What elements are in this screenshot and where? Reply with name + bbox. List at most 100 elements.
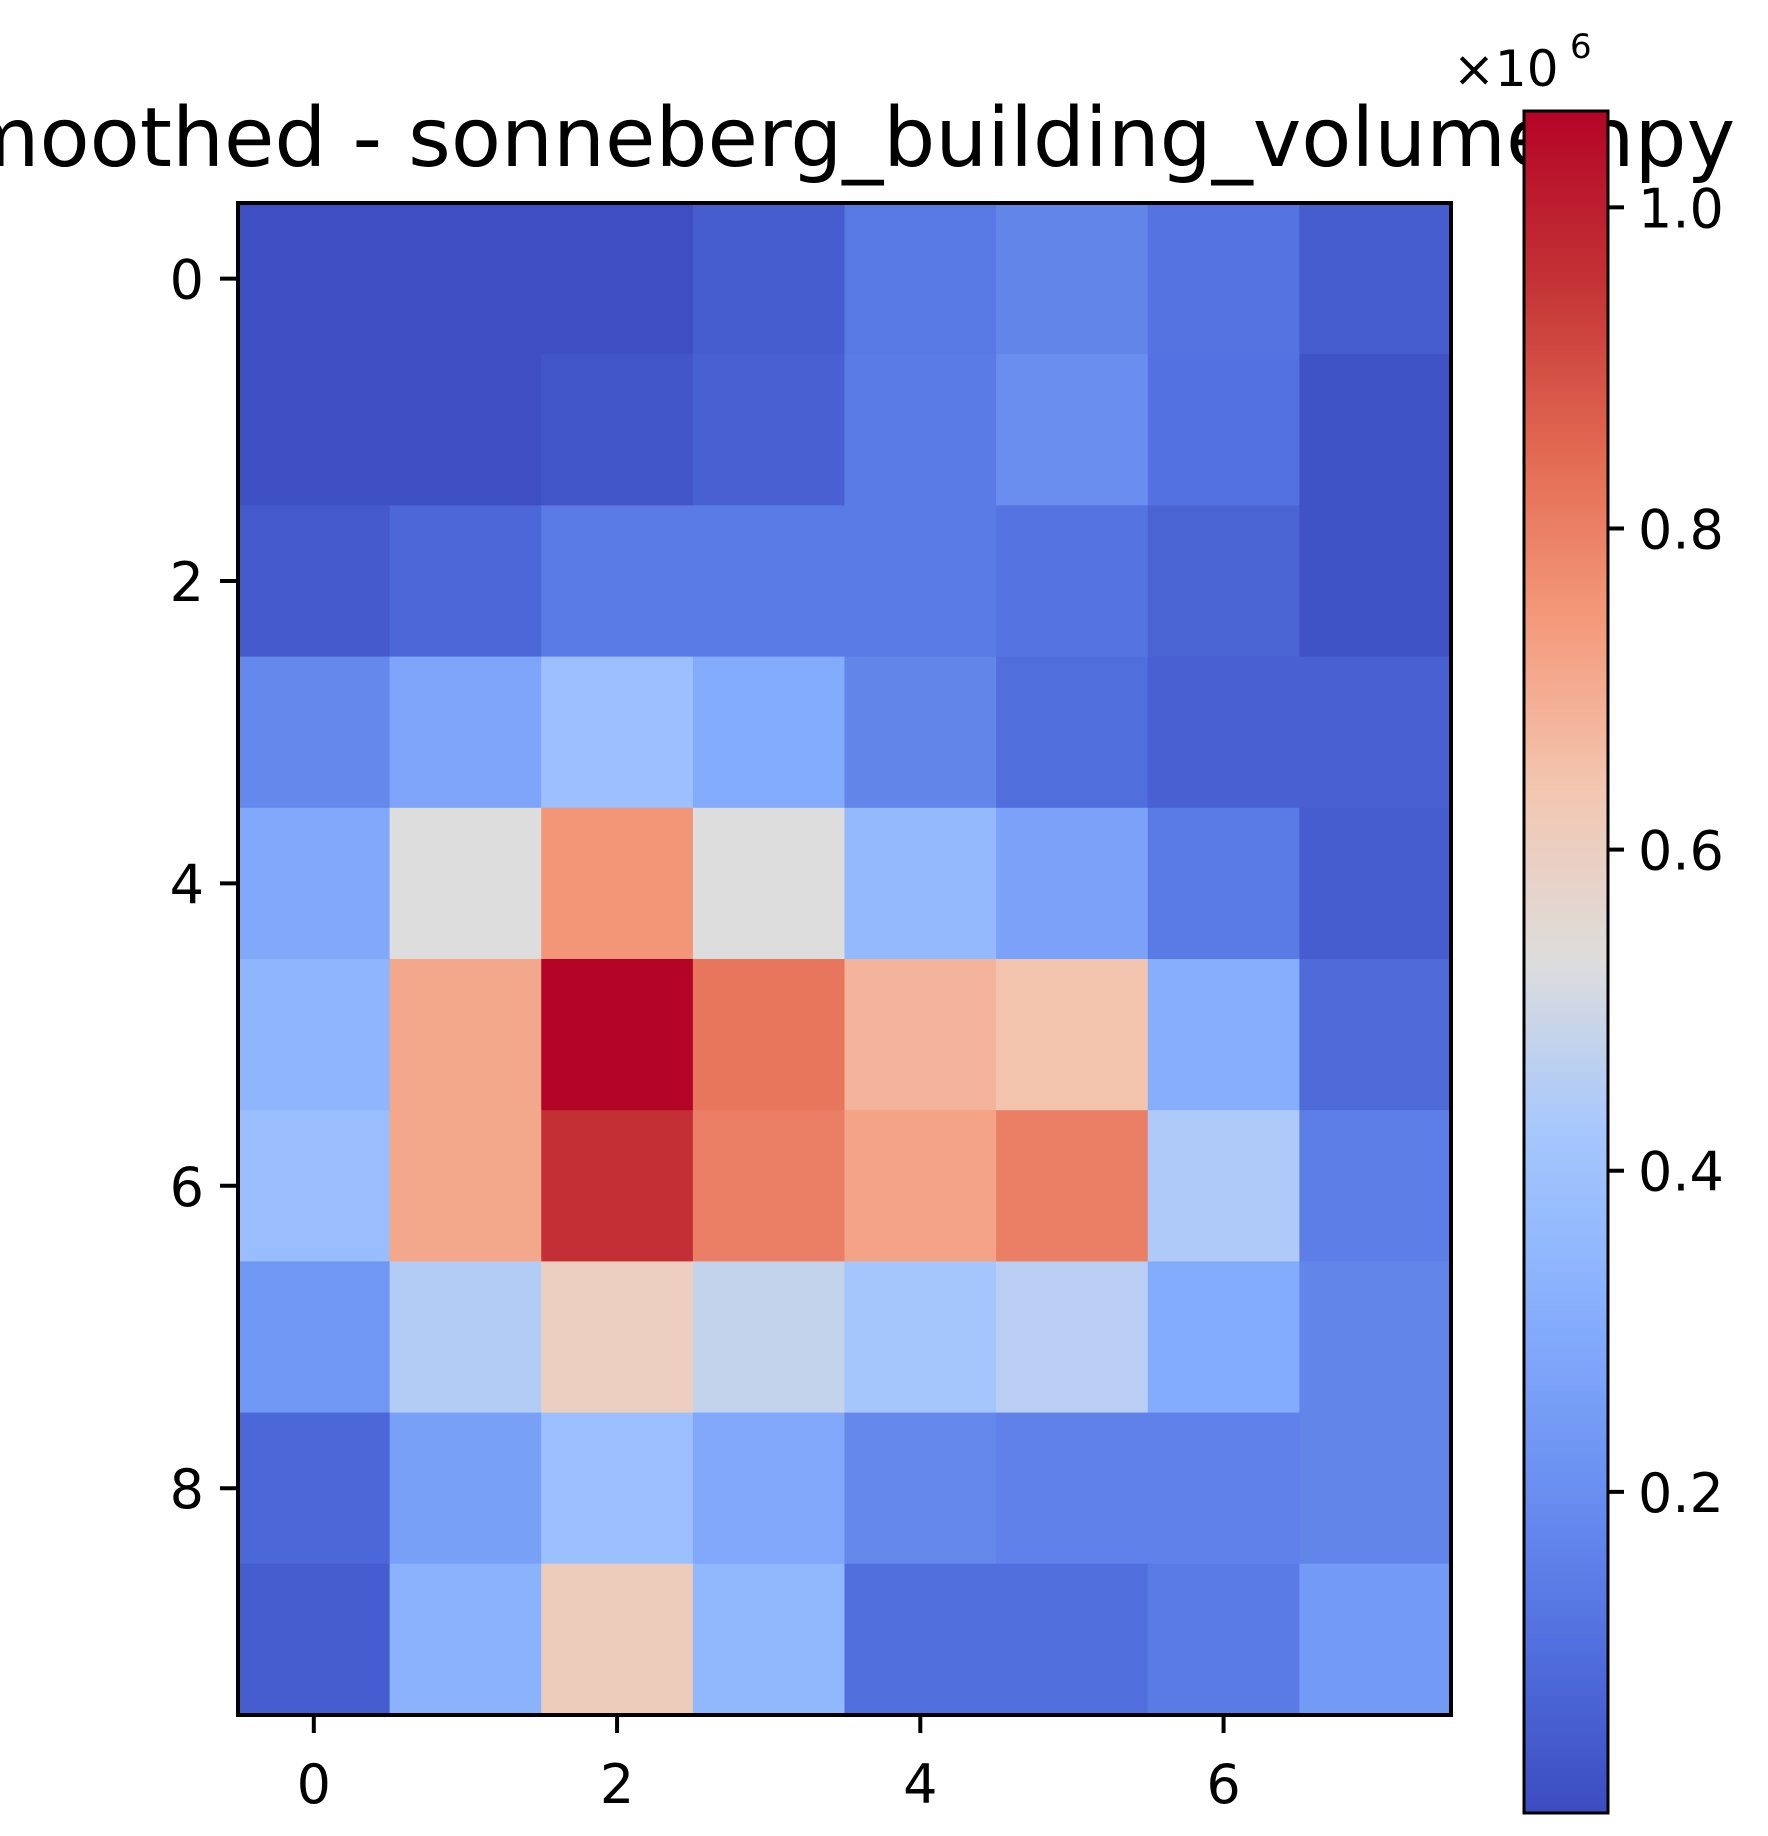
heatmap-cell-r1-c7 [1299,354,1452,506]
heatmap-cell-r1-c6 [1147,354,1300,506]
x-tick-label: 0 [297,1753,331,1816]
heatmap-cell-r2-c2 [541,505,694,658]
heatmap-cell-r6-c7 [1299,1110,1452,1262]
heatmap-cell-r1-c4 [844,354,997,506]
x-axis: 0 2 4 6 [297,1715,1241,1816]
heatmap-cell-r5-c7 [1299,959,1452,1111]
plot-frame [236,201,1453,1717]
heatmap-cell-r4-c5 [996,807,1149,960]
heatmap-cell-r5-c4 [844,959,997,1111]
heatmap-cell-r8-c6 [1147,1412,1300,1565]
heatmap-cell-r4-c2 [541,807,694,960]
heatmap-cell-r8-c3 [692,1412,846,1565]
colorbar-multiplier: ×10 [1453,40,1559,98]
heatmap-cell-r7-c1 [389,1261,542,1414]
heatmap-cell-r9-c3 [692,1563,846,1716]
heatmap-cell-r0-c3 [692,203,846,355]
heatmap-cell-r8-c7 [1299,1412,1452,1565]
heatmap-cell-r7-c3 [692,1261,846,1414]
heatmap-cell-r9-c2 [541,1563,694,1716]
colorbar-tick-label: 0.2 [1638,1462,1724,1525]
heatmap-cell-r9-c1 [389,1563,542,1716]
colorbar-rect [1522,109,1610,1815]
heatmap-cell-r4-c4 [844,807,997,960]
y-tick-label: 8 [170,1458,204,1521]
x-tick-label: 4 [903,1753,937,1816]
heatmap-cell-r0-c5 [996,203,1149,355]
heatmap-cell-r5-c0 [238,959,391,1111]
heatmap-cell-r9-c6 [1147,1563,1300,1716]
y-tick-label: 0 [170,249,204,312]
heatmap-cell-r3-c7 [1299,656,1452,809]
heatmap-cell-r7-c4 [844,1261,997,1414]
colorbar-axis: 0.2 0.4 0.6 0.8 1.0 [1608,177,1724,1525]
heatmap-cell-r1-c0 [238,354,391,506]
heatmap-cell-r0-c4 [844,203,997,355]
y-tick-label: 2 [170,551,204,614]
heatmap-cell-r7-c2 [541,1261,694,1414]
heatmap-cell-r6-c1 [389,1110,542,1262]
y-tick-label: 4 [170,853,204,916]
x-tick-label: 2 [600,1753,634,1816]
heatmap-cell-r1-c5 [996,354,1149,506]
heatmap-cell-r9-c4 [844,1563,997,1716]
heatmap-cell-r0-c6 [1147,203,1300,355]
heatmap-cell-r2-c4 [844,505,997,658]
heatmap-cell-r6-c2 [541,1110,694,1262]
colorbar-exponent: 6 [1570,27,1592,67]
heatmap-cell-r2-c5 [996,505,1149,658]
heatmap-cell-r5-c2 [541,959,694,1111]
heatmap-cell-r4-c1 [389,807,542,960]
heatmap-cell-r0-c0 [238,203,391,355]
heatmap-cell-r7-c0 [238,1261,391,1414]
heatmap-cell-r8-c0 [238,1412,391,1565]
heatmap-cell-r0-c2 [541,203,694,355]
heatmap-cell-r6-c5 [996,1110,1149,1262]
heatmap-cell-r2-c1 [389,505,542,658]
heatmap-cell-r1-c2 [541,354,694,506]
heatmap-cell-r4-c7 [1299,807,1452,960]
heatmap-cell-r5-c3 [692,959,846,1111]
heatmap-cell-r0-c1 [389,203,542,355]
heatmap-cell-r7-c5 [996,1261,1149,1414]
chart-title: smoothed - sonneberg_building_volume.npy [0,91,1735,186]
x-tick-label: 6 [1206,1753,1240,1816]
heatmap-cell-r2-c7 [1299,505,1452,658]
heatmap-cell-r3-c4 [844,656,997,809]
heatmap-cell-r6-c6 [1147,1110,1300,1262]
heatmap-cell-r1-c3 [692,354,846,506]
heatmap-cell-r4-c6 [1147,807,1300,960]
heatmap-cell-r6-c0 [238,1110,391,1262]
heatmap-cell-r7-c7 [1299,1261,1452,1414]
heatmap-cell-r2-c3 [692,505,846,658]
heatmap-cell-r8-c2 [541,1412,694,1565]
heatmap-cell-r3-c2 [541,656,694,809]
heatmap-cell-r3-c1 [389,656,542,809]
heatmap-cell-r4-c3 [692,807,846,960]
heatmap-cell-r3-c5 [996,656,1149,809]
heatmap-cell-r2-c0 [238,505,391,658]
heatmap-cells [238,203,1452,1716]
heatmap-cell-r5-c1 [389,959,542,1111]
colorbar-tick-label: 0.6 [1638,820,1724,883]
heatmap-cell-r8-c5 [996,1412,1149,1565]
heatmap-cell-r9-c5 [996,1563,1149,1716]
colorbar-tick-label: 0.8 [1638,498,1724,561]
heatmap-cell-r6-c4 [844,1110,997,1262]
y-tick-label: 6 [170,1156,204,1219]
heatmap-cell-r5-c5 [996,959,1149,1111]
heatmap-cell-r3-c0 [238,656,391,809]
heatmap-cell-r4-c0 [238,807,391,960]
y-axis: 0 2 4 6 8 [170,249,238,1521]
heatmap-cell-r8-c4 [844,1412,997,1565]
colorbar-tick-label: 0.4 [1638,1141,1724,1204]
heatmap-cell-r9-c0 [238,1563,391,1716]
heatmap-cell-r9-c7 [1299,1563,1452,1716]
heatmap-cell-r6-c3 [692,1110,846,1262]
heatmap-cell-r0-c7 [1299,203,1452,355]
colorbar-tick-label: 1.0 [1638,177,1724,240]
heatmap-cell-r1-c1 [389,354,542,506]
heatmap-cell-r7-c6 [1147,1261,1300,1414]
heatmap-cell-r2-c6 [1147,505,1300,658]
